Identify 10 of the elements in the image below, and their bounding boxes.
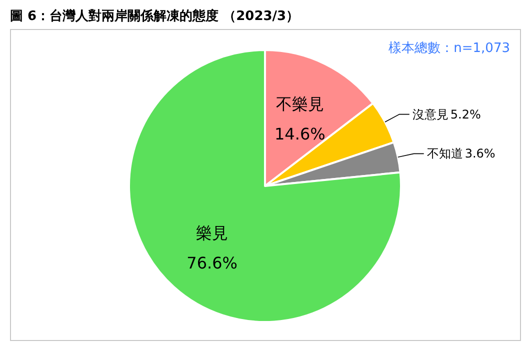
data-label: 5.2% [450, 107, 481, 122]
slice-label: 樂見 [196, 224, 228, 243]
slice-label: 不知道 [426, 146, 463, 161]
chart-title: 圖 6：台灣人對兩岸關係解凍的態度 （2023/3） [10, 8, 300, 24]
data-label: 76.6% [186, 254, 238, 273]
slice-label: 沒意見 [412, 107, 448, 122]
text: 樣本總數：n=1,073 [388, 41, 510, 56]
data-label: 14.6% [274, 124, 326, 144]
data-label: 3.6% [464, 146, 496, 161]
slice-label: 不樂見 [276, 94, 324, 114]
